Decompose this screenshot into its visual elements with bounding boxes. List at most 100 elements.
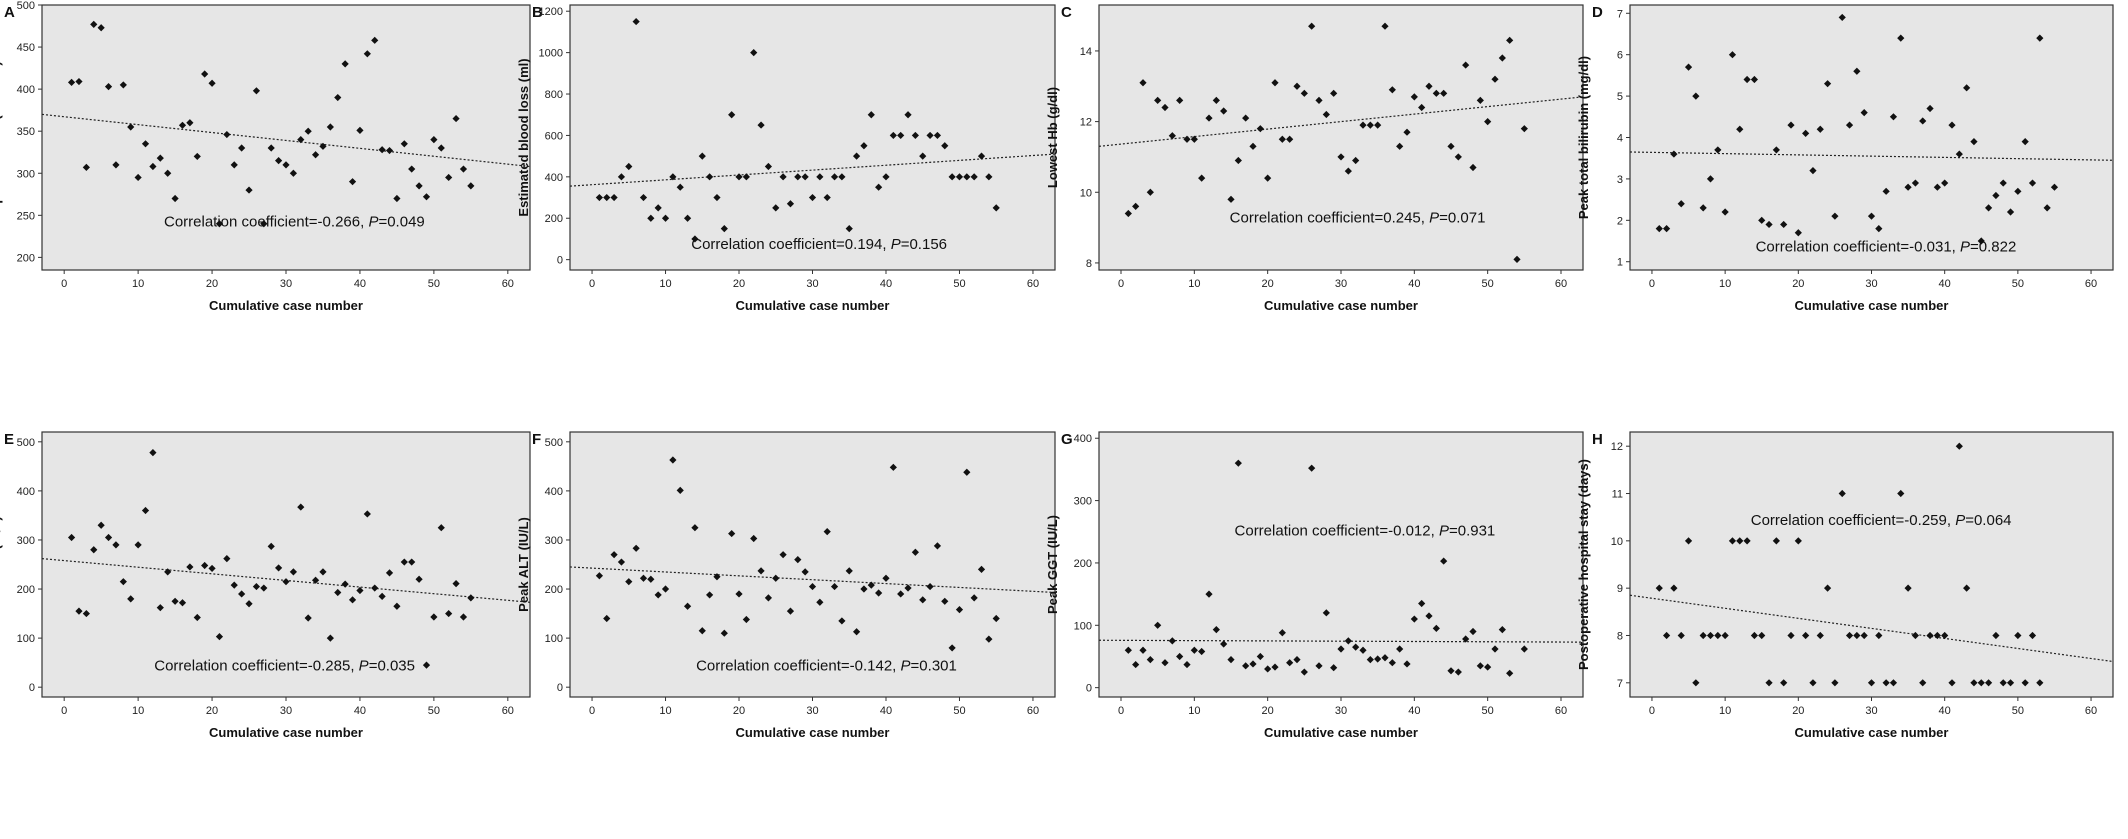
data-point xyxy=(720,224,728,233)
data-point xyxy=(1743,537,1751,545)
data-point xyxy=(1765,679,1773,687)
data-point xyxy=(90,20,98,28)
data-point xyxy=(1410,93,1418,101)
data-point xyxy=(1249,660,1257,668)
regression-line xyxy=(569,566,1056,594)
data-point xyxy=(1758,631,1766,640)
data-point xyxy=(1440,89,1448,97)
data-point xyxy=(430,613,438,621)
data-point xyxy=(1447,667,1455,675)
y-tick-label: 500 xyxy=(17,0,35,12)
data-point xyxy=(1882,187,1890,195)
x-tick-label: 40 xyxy=(880,705,892,717)
data-point xyxy=(1992,631,2000,640)
data-point xyxy=(82,609,90,618)
data-point xyxy=(2028,179,2037,187)
data-point xyxy=(838,173,846,181)
data-point xyxy=(97,24,105,32)
data-point xyxy=(1190,646,1198,654)
data-point xyxy=(750,534,758,543)
data-point xyxy=(238,144,246,152)
data-point xyxy=(1684,63,1693,71)
x-tick-label: 10 xyxy=(1188,278,1200,290)
x-tick-label: 60 xyxy=(502,705,514,717)
data-point xyxy=(713,573,721,581)
panel-label: H xyxy=(1592,431,1603,448)
data-point xyxy=(948,173,956,181)
data-point xyxy=(808,193,817,202)
data-point xyxy=(801,173,809,181)
data-point xyxy=(112,161,120,169)
data-point xyxy=(1462,61,1470,69)
data-point xyxy=(1227,655,1235,664)
data-point xyxy=(1161,103,1169,112)
data-point xyxy=(823,528,831,536)
data-point xyxy=(75,77,83,86)
data-point xyxy=(1264,665,1272,673)
x-tick-label: 60 xyxy=(1555,278,1567,290)
data-point xyxy=(119,578,127,586)
y-tick-label: 250 xyxy=(17,210,35,222)
data-point xyxy=(1919,117,1927,125)
data-point xyxy=(728,111,736,119)
data-point xyxy=(669,456,677,464)
data-point xyxy=(1374,121,1382,129)
x-tick-label: 10 xyxy=(1719,278,1731,290)
y-tick-label: 600 xyxy=(545,130,563,142)
data-point xyxy=(1838,13,1846,22)
data-point xyxy=(1802,129,1810,137)
data-point xyxy=(610,193,618,202)
data-point xyxy=(267,144,275,152)
data-point xyxy=(639,574,648,582)
data-point xyxy=(334,93,342,102)
data-point xyxy=(164,568,172,576)
data-point xyxy=(669,173,677,181)
x-tick-label: 0 xyxy=(1118,705,1124,717)
data-point xyxy=(467,594,475,602)
data-point xyxy=(267,542,275,550)
y-tick-label: 1000 xyxy=(539,48,563,60)
data-point xyxy=(1271,663,1279,671)
y-tick-label: 350 xyxy=(17,126,35,138)
data-point xyxy=(610,551,618,559)
data-point xyxy=(230,581,238,589)
correlation-annotation: Correlation coefficient=0.245, P=0.071 xyxy=(1230,209,1486,226)
data-point xyxy=(415,182,423,190)
data-point xyxy=(1454,668,1462,676)
data-point xyxy=(393,602,401,610)
data-point xyxy=(1205,114,1213,122)
data-point xyxy=(698,152,706,160)
data-point xyxy=(1271,79,1279,87)
x-tick-label: 0 xyxy=(1649,705,1655,717)
data-point xyxy=(67,78,76,86)
y-tick-label: 450 xyxy=(17,42,35,54)
data-point xyxy=(82,163,90,171)
data-point xyxy=(750,49,758,57)
data-point xyxy=(1264,174,1272,182)
data-point xyxy=(1706,631,1715,640)
data-point xyxy=(1809,679,1817,687)
data-point xyxy=(1498,626,1506,634)
data-point xyxy=(1300,668,1308,676)
data-point xyxy=(363,510,371,518)
data-point xyxy=(1933,183,1941,191)
x-tick-label: 30 xyxy=(280,278,292,290)
data-point xyxy=(2050,183,2059,191)
data-point xyxy=(1381,22,1389,30)
correlation-annotation: Correlation coefficient=-0.031, P=0.822 xyxy=(1756,238,2017,255)
y-tick-label: 100 xyxy=(1074,620,1092,632)
data-point xyxy=(334,588,342,597)
y-tick-label: 0 xyxy=(557,682,563,694)
data-point xyxy=(1999,679,2007,687)
y-tick-label: 400 xyxy=(545,172,563,184)
panel-h: H 0 10 20 30 40 50 60 7 8 9 10 11 12 Cumulative case n… xyxy=(1576,431,2114,740)
y-tick-label: 8 xyxy=(1086,258,1092,270)
y-tick-label: 0 xyxy=(557,255,563,267)
data-point xyxy=(149,162,157,171)
correlation-annotation: Correlation coefficient=-0.285, P=0.035 xyxy=(154,658,415,675)
data-point xyxy=(141,140,150,148)
x-tick-label: 20 xyxy=(1262,278,1274,290)
data-point xyxy=(260,220,268,228)
data-point xyxy=(860,585,868,593)
data-point xyxy=(378,146,386,154)
